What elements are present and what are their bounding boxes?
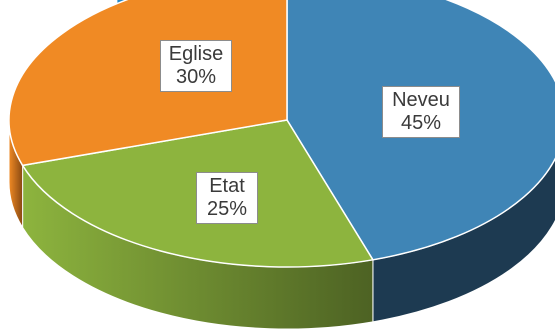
slice-percentage: 25% [206,198,248,220]
slice-percentage: 45% [400,112,442,134]
slice-name: Neveu [392,89,450,111]
slice-name: Eglise [168,43,224,65]
slice-name: Etat [209,175,245,197]
slice-label-etat: Etat 25% [196,172,258,224]
slice-label-neveu: Neveu 45% [382,86,460,138]
slice-percentage: 30% [175,66,217,88]
slice-label-eglise: Eglise 30% [160,40,232,92]
